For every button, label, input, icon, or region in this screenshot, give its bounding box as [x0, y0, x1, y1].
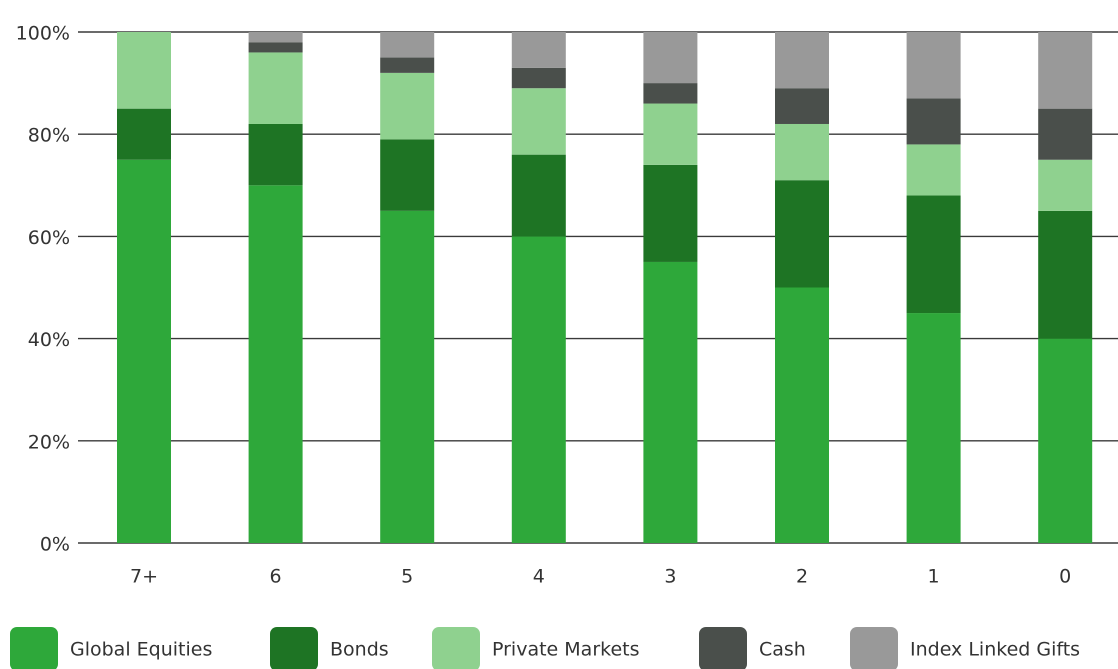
legend-swatch-cash [699, 627, 747, 669]
x-category-label: 2 [796, 566, 808, 588]
bar-segment-bonds-0 [1038, 210, 1093, 339]
bar-segment-global-equities-0 [1038, 338, 1093, 543]
bar-segment-private-markets-4 [511, 88, 566, 155]
bar-segment-private-markets-3 [643, 103, 698, 165]
bar-segment-global-equities-4 [511, 236, 566, 543]
legend-label-index-linked-gifts: Index Linked Gifts [910, 639, 1080, 661]
y-tick-label: 40% [28, 329, 70, 351]
bar-segment-index-linked-gifts-5 [380, 32, 435, 58]
legend-label-bonds: Bonds [330, 639, 389, 661]
bar-segment-global-equities-7+ [117, 159, 171, 543]
legend: Global Equities Bonds Private Markets Cash I… [10, 627, 1080, 669]
legend-swatch-global-equities [10, 627, 58, 669]
bar-segment-global-equities-5 [380, 210, 435, 543]
bar-segment-cash-3 [643, 83, 698, 104]
bars [117, 32, 1093, 544]
legend-swatch-bonds [270, 627, 318, 669]
bar-segment-bonds-5 [380, 139, 435, 211]
bar-segment-bonds-6 [248, 123, 303, 186]
x-category-label: 7+ [130, 566, 158, 588]
x-category-label: 1 [928, 566, 940, 588]
x-category-label: 5 [401, 566, 413, 588]
bar-segment-cash-6 [248, 42, 303, 53]
bar-segment-bonds-7+ [117, 108, 171, 160]
bar-segment-cash-1 [906, 98, 961, 145]
bar-segment-index-linked-gifts-2 [775, 32, 829, 89]
bar-segment-index-linked-gifts-1 [906, 32, 961, 99]
y-tick-label: 0% [40, 534, 70, 556]
bar-segment-index-linked-gifts-0 [1038, 32, 1093, 109]
y-tick-label: 80% [28, 125, 70, 147]
x-category-label: 6 [270, 566, 282, 588]
x-category-label: 3 [664, 566, 676, 588]
bar-segment-cash-2 [775, 88, 829, 124]
bar-segment-global-equities-1 [906, 313, 961, 543]
bar-segment-bonds-1 [906, 195, 961, 314]
bar-segment-global-equities-6 [248, 185, 303, 544]
gridlines [78, 31, 1118, 544]
bar-segment-private-markets-2 [775, 123, 829, 181]
bar-segment-index-linked-gifts-6 [248, 32, 303, 43]
legend-label-private-markets: Private Markets [492, 639, 640, 661]
bar-segment-private-markets-5 [380, 72, 435, 140]
bar-segment-private-markets-1 [906, 144, 961, 196]
legend-swatch-private-markets [432, 627, 480, 669]
x-category-label: 4 [533, 566, 545, 588]
x-category-label: 0 [1059, 566, 1071, 588]
y-tick-label: 100% [16, 23, 70, 45]
legend-label-cash: Cash [759, 639, 806, 661]
bar-segment-bonds-3 [643, 164, 698, 262]
bar-segment-index-linked-gifts-3 [643, 32, 698, 84]
bar-segment-cash-4 [511, 67, 566, 89]
legend-swatch-index-linked-gifts [850, 627, 898, 669]
x-axis-category-labels: 7+ 6 5 4 3 2 1 0 [130, 566, 1071, 588]
bar-segment-bonds-4 [511, 154, 566, 237]
bar-segment-index-linked-gifts-4 [511, 32, 566, 68]
legend-label-global-equities: Global Equities [70, 639, 212, 661]
bar-segment-global-equities-3 [643, 261, 698, 543]
y-axis-tick-labels: 0% 20% 40% 60% 80% 100% [16, 23, 70, 556]
y-tick-label: 60% [28, 227, 70, 249]
bar-segment-private-markets-6 [248, 52, 303, 124]
bar-segment-cash-5 [380, 57, 435, 73]
bar-segment-global-equities-2 [775, 287, 829, 543]
bar-segment-private-markets-0 [1038, 159, 1093, 211]
bar-segment-bonds-2 [775, 180, 829, 288]
y-tick-label: 20% [28, 431, 70, 453]
bar-segment-private-markets-7+ [117, 32, 171, 109]
bar-segment-cash-0 [1038, 108, 1093, 160]
